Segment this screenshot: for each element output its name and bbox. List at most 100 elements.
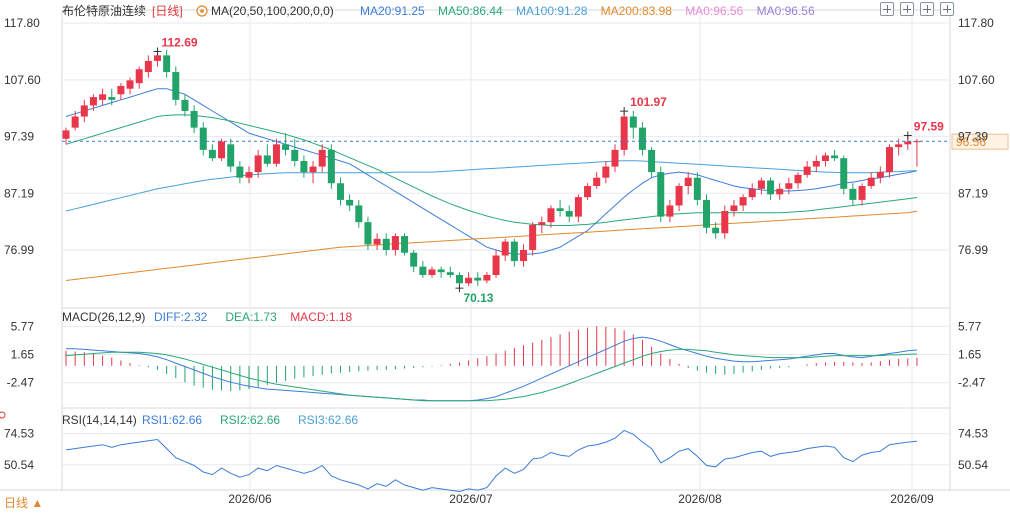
macd-tick-left: 1.65 [11, 348, 35, 362]
candle-body [520, 249, 527, 262]
candle-body [190, 110, 198, 128]
candle-body [227, 144, 235, 167]
candle-body [263, 155, 271, 164]
candle-body [693, 177, 701, 200]
current-price-tag: 96.56 [956, 135, 986, 149]
candle-body [272, 144, 280, 164]
candle-body [684, 177, 692, 187]
candle-body [501, 241, 509, 256]
macd-dea-line [65, 348, 918, 402]
ma-legend-item: MA100:91.28 [516, 4, 588, 18]
candle-body [410, 252, 418, 267]
ma-legend-item: MA20:91.25 [360, 4, 425, 18]
candle-body [199, 127, 207, 150]
crosshair-icon[interactable] [880, 2, 894, 16]
candle-body [437, 269, 445, 273]
macd-tick-left: 5.77 [11, 319, 35, 333]
rsi-tick-right: 50.54 [958, 458, 988, 472]
macd-indicator [65, 326, 918, 402]
candle-body [831, 155, 839, 159]
candle-body [510, 241, 518, 262]
candle-body [904, 141, 912, 145]
candle-body [144, 60, 152, 73]
candle-body [785, 183, 793, 189]
period-button[interactable]: [日线] [152, 4, 183, 18]
candle-body [282, 144, 290, 150]
rsi-legend-item: RSI1:62.66 [142, 413, 202, 427]
price-tick-right: 87.19 [958, 186, 988, 200]
crosshair-marker-icon [0, 411, 6, 419]
ma-legend-item: MA50:86.44 [438, 4, 503, 18]
macd-diff-line [66, 336, 918, 402]
macd-tick-right: -2.47 [958, 376, 986, 390]
extreme-label: 101.97 [630, 95, 667, 109]
candle-body [163, 55, 171, 73]
macd-legend-item: MACD:1.18 [290, 310, 352, 324]
candle-body [62, 130, 70, 139]
candle-body [803, 166, 811, 175]
time-tick-label: 2026/09 [890, 492, 934, 506]
candle-body [172, 72, 180, 100]
zoom-in-icon[interactable] [900, 2, 914, 16]
candle-body [757, 180, 765, 189]
candle-body [876, 172, 884, 178]
candle-body [327, 149, 335, 184]
period-selector[interactable]: 日线 ▲ [4, 496, 43, 510]
zoom-out-icon[interactable] [920, 2, 934, 16]
candle-body [867, 177, 875, 187]
ma-legend-item: MA0:96.56 [685, 4, 743, 18]
candlestick-series [62, 49, 921, 289]
price-tick-left: 87.19 [4, 186, 34, 200]
candle-body [840, 158, 848, 189]
axis-labels: 117.80 117.80 107.60 107.60 97.39 97.39 87.19 8… [4, 16, 995, 506]
candle-body [812, 161, 820, 167]
candle-body [455, 274, 463, 284]
candle-body [593, 177, 601, 187]
candle-body [602, 166, 610, 178]
candle-body [346, 199, 354, 206]
price-tick-right: 76.99 [958, 243, 988, 257]
candle-body [465, 277, 473, 284]
extreme-label: 112.69 [162, 36, 198, 50]
price-tick-left: 107.60 [4, 73, 41, 87]
candle-body [135, 69, 143, 84]
candle-body [666, 205, 674, 217]
instrument-title: 布伦特原油连续 [62, 3, 146, 18]
macd-legend-item: DEA:1.73 [225, 310, 277, 324]
candle-body [428, 269, 436, 275]
ma-line-ma200 [65, 210, 918, 281]
rsi-line [65, 429, 918, 493]
fullscreen-icon[interactable] [940, 2, 954, 16]
macd-label: MACD(26,12,9) [62, 310, 145, 324]
candle-body [675, 186, 683, 206]
rsi-tick-right: 74.53 [958, 427, 988, 441]
candle-body [529, 224, 537, 250]
candle-body [99, 94, 107, 100]
candle-body [364, 222, 372, 245]
candle-body [245, 172, 253, 178]
candle-body [254, 155, 262, 173]
candle-body [126, 80, 134, 89]
macd-tick-right: 5.77 [958, 319, 982, 333]
candle-body [391, 236, 399, 250]
price-tick-right: 107.60 [958, 73, 995, 87]
toolbar [880, 2, 954, 16]
ma-legend-item: MA0:96.56 [757, 4, 815, 18]
candle-body [218, 141, 226, 159]
candle-body [117, 85, 125, 95]
current-price-line: 96.56 [62, 133, 1009, 150]
candle-body [895, 144, 903, 148]
candle-body [657, 172, 665, 217]
candle-body [492, 255, 500, 275]
ma-legend: MA20:91.25 MA50:86.44 MA100:91.28 MA200:83.… [360, 4, 815, 18]
candle-body [318, 149, 326, 167]
rsi-tick-left: 50.54 [4, 458, 34, 472]
candle-body [446, 272, 454, 275]
macd-legend: DIFF:2.32 DEA:1.73 MACD:1.18 [154, 310, 353, 324]
rsi-legend-item: RSI2:62.66 [220, 413, 280, 427]
candle-body [565, 211, 573, 217]
settings-icon[interactable] [196, 5, 208, 17]
time-tick-label: 2026/06 [228, 492, 272, 506]
candle-body [373, 238, 381, 245]
